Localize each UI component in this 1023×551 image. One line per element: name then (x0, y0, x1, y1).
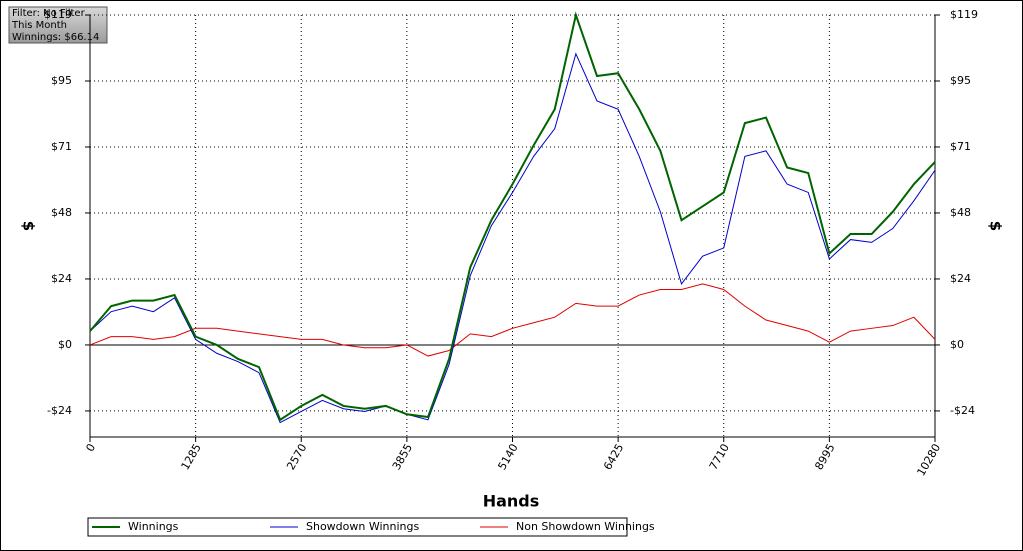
y2-tick-label: $95 (950, 74, 971, 87)
filter-text: Filter: No Filter (12, 8, 86, 19)
y-tick-label: $24 (51, 272, 72, 285)
y2-tick-label: -$24 (950, 404, 975, 417)
filter-text: This Month (11, 20, 67, 31)
legend-label: Showdown Winnings (306, 520, 420, 533)
y-tick-label: $71 (51, 140, 72, 153)
series-line (89, 52, 936, 424)
y-tick-label: $0 (58, 338, 72, 351)
y2-tick-label: $119 (950, 8, 978, 21)
y2-tick-label: $24 (950, 272, 971, 285)
legend-label: Winnings (128, 520, 179, 533)
legend (87, 517, 628, 537)
y-tick-label: -$24 (47, 404, 72, 417)
filter-text: Winnings: $66.14 (12, 32, 99, 43)
y-tick-label: $48 (51, 206, 72, 219)
series-line (89, 11, 936, 422)
series-line (89, 283, 936, 357)
y2-axis-label: $ (987, 221, 1005, 231)
x-axis-label: Hands (483, 492, 540, 511)
y2-tick-label: $48 (950, 206, 971, 219)
y-axis-label: $ (20, 221, 38, 231)
y2-tick-label: $0 (950, 338, 964, 351)
legend-label: Non Showdown Winnings (516, 520, 655, 533)
y-tick-label: $95 (51, 74, 72, 87)
filter-box (8, 6, 108, 44)
y-tick-label: $119 (44, 8, 72, 21)
y2-tick-label: $71 (950, 140, 971, 153)
